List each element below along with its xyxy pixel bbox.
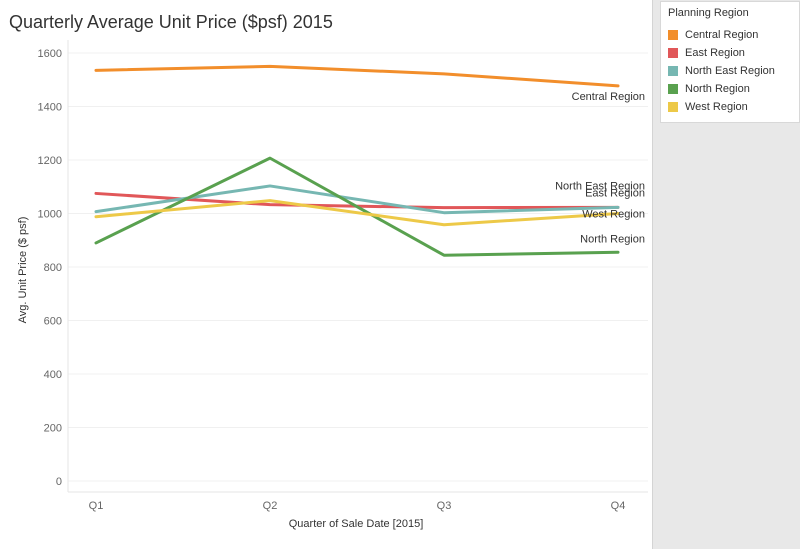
x-tick-label: Q3: [437, 500, 452, 512]
line-chart: 0 200 400 600 800 1000 1200 1400 1600 Q1 Q2 Q3 Q4 C…: [17, 40, 648, 530]
legend-swatch: [668, 48, 678, 58]
x-axis-ticks: Q1 Q2 Q3 Q4: [89, 500, 626, 512]
legend-title: Planning Region: [668, 7, 749, 19]
series-end-label: Central Region: [572, 91, 645, 103]
y-axis-label: Avg. Unit Price ($ psf): [17, 217, 29, 324]
legend-swatch: [668, 66, 678, 76]
legend-items: Central Region East Region North East Regi…: [661, 26, 799, 116]
series-end-label: West Region: [582, 209, 645, 221]
chart-title: Quarterly Average Unit Price ($psf) 2015: [9, 12, 333, 32]
gridlines: [67, 40, 648, 493]
series-end-label: North East Region: [555, 180, 645, 192]
series-end-label: East Region: [585, 187, 645, 199]
x-tick-label: Q4: [611, 500, 626, 512]
series-line-west-region[interactable]: [94, 199, 620, 227]
legend-label: West Region: [685, 101, 748, 113]
legend-label: Central Region: [685, 29, 759, 41]
chart-pane: Quarterly Average Unit Price ($psf) 2015…: [9, 12, 648, 530]
legend-swatch: [668, 102, 678, 112]
y-tick-label: 1400: [38, 102, 62, 114]
legend-pane: Planning Region Central Region East Regio…: [652, 0, 800, 549]
legend-item[interactable]: North Region: [661, 80, 799, 98]
x-axis-label: Quarter of Sale Date [2015]: [289, 518, 424, 530]
series-end-label: North Region: [580, 233, 645, 245]
series-line-north-east-region[interactable]: [94, 184, 620, 215]
y-tick-label: 0: [56, 476, 62, 488]
y-tick-label: 600: [44, 316, 62, 328]
legend-item[interactable]: East Region: [661, 44, 799, 62]
series-lines: [94, 64, 620, 257]
y-tick-label: 1200: [38, 155, 62, 167]
x-tick-label: Q1: [89, 500, 104, 512]
legend-label: North East Region: [685, 65, 775, 77]
y-tick-label: 1000: [38, 209, 62, 221]
y-tick-label: 800: [44, 262, 62, 274]
legend-item[interactable]: Central Region: [661, 26, 799, 44]
series-line-central-region[interactable]: [94, 64, 620, 88]
legend-swatch: [668, 84, 678, 94]
legend-label: East Region: [685, 47, 745, 59]
legend-item[interactable]: North East Region: [661, 62, 799, 80]
legend-item[interactable]: West Region: [661, 98, 799, 116]
legend-swatch: [668, 30, 678, 40]
y-tick-label: 200: [44, 423, 62, 435]
y-axis-ticks: 0 200 400 600 800 1000 1200 1400 1600: [38, 48, 62, 488]
y-tick-label: 400: [44, 369, 62, 381]
y-tick-label: 1600: [38, 48, 62, 60]
legend: Planning Region Central Region East Regio…: [660, 1, 800, 123]
legend-label: North Region: [685, 83, 750, 95]
series-line-north-region[interactable]: [94, 156, 620, 257]
x-tick-label: Q2: [263, 500, 278, 512]
